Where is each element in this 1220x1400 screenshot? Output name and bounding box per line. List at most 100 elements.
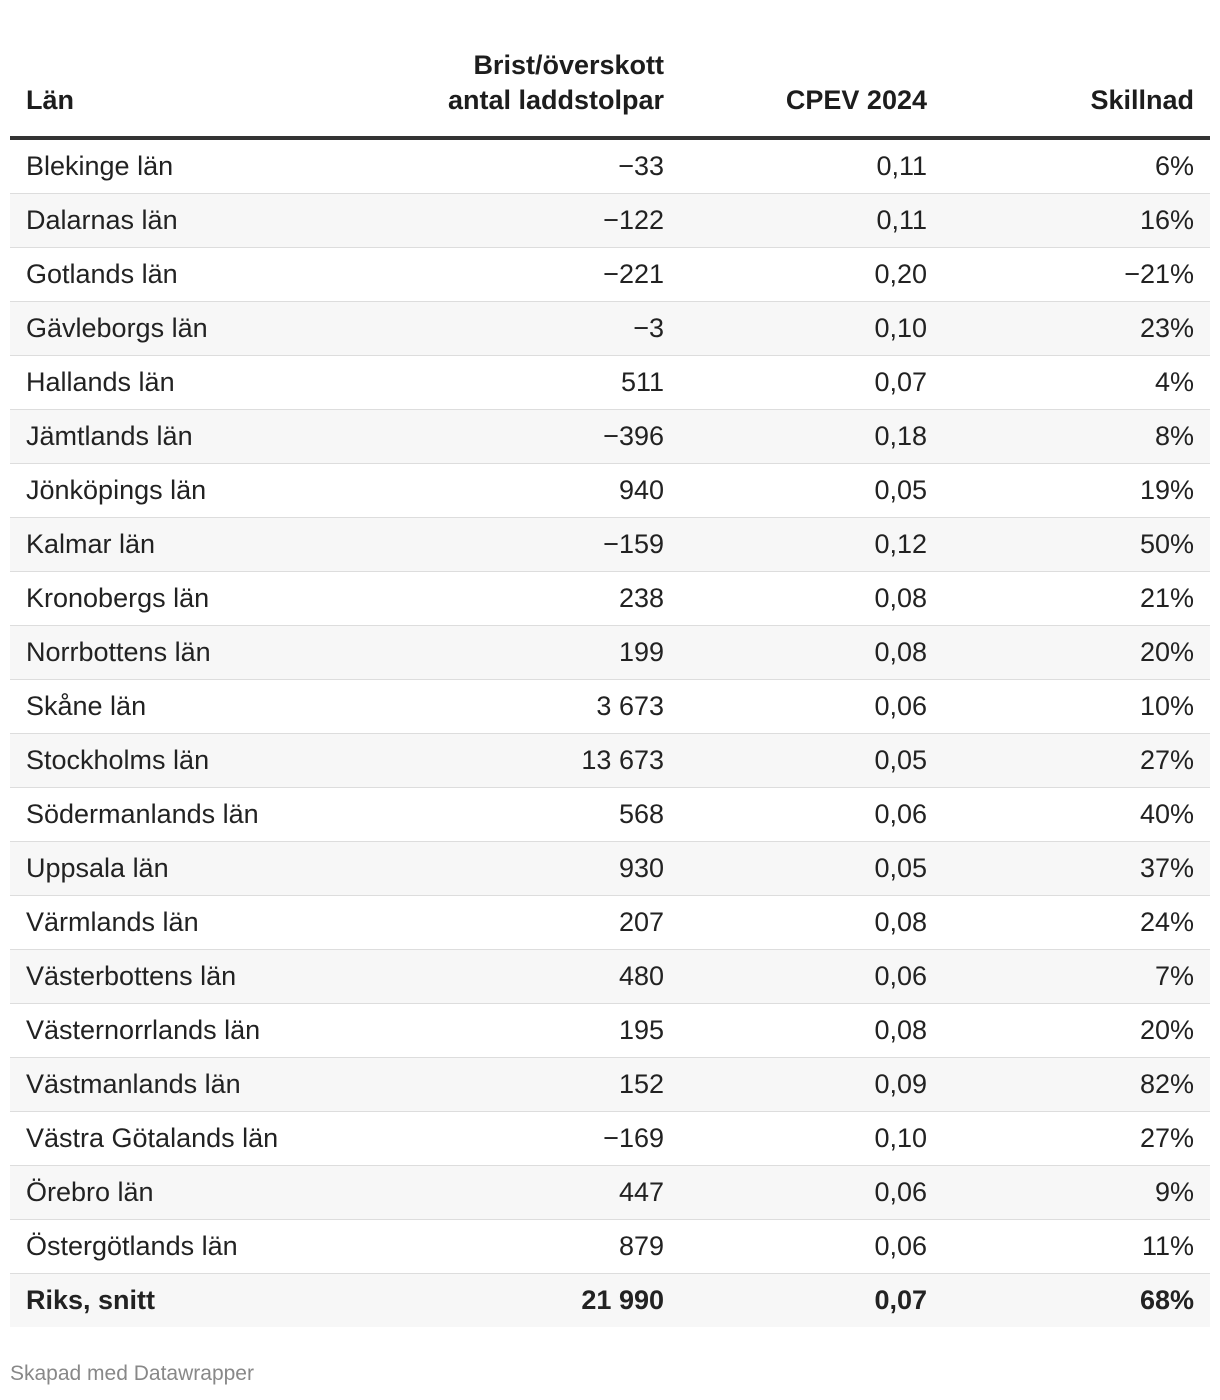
table-body: Blekinge län −33 0,11 6% Dalarnas län −122 0,1…: [10, 138, 1210, 1327]
cell-lan: Jämtlands län: [10, 409, 390, 464]
cell-cpev: 0,06: [680, 949, 943, 1004]
table-row: Östergötlands län 879 0,06 11%: [10, 1219, 1210, 1274]
cell-skillnad: 82%: [943, 1057, 1210, 1112]
cell-lan: Östergötlands län: [10, 1219, 390, 1274]
cell-cpev: 0,06: [680, 787, 943, 842]
cell-brist: 879: [390, 1219, 680, 1274]
cell-skillnad: 10%: [943, 679, 1210, 734]
cell-brist: −221: [390, 247, 680, 302]
cell-lan: Värmlands län: [10, 895, 390, 950]
column-header-brist-line: Brist/överskott: [473, 50, 664, 80]
cell-lan: Västerbottens län: [10, 949, 390, 1004]
cell-cpev: 0,10: [680, 1111, 943, 1166]
table-row: Västra Götalands län −169 0,10 27%: [10, 1111, 1210, 1166]
cell-skillnad: 19%: [943, 463, 1210, 518]
cell-brist: 3 673: [390, 679, 680, 734]
column-header-skillnad-line: Skillnad: [1090, 85, 1194, 115]
cell-cpev: 0,08: [680, 625, 943, 680]
cell-skillnad: 20%: [943, 1003, 1210, 1058]
cell-lan: Dalarnas län: [10, 193, 390, 248]
table-row: Västernorrlands län 195 0,08 20%: [10, 1003, 1210, 1058]
cell-skillnad: 50%: [943, 517, 1210, 572]
cell-cpev: 0,10: [680, 301, 943, 356]
table-row: Uppsala län 930 0,05 37%: [10, 841, 1210, 896]
cell-brist: 195: [390, 1003, 680, 1058]
cell-lan: Kronobergs län: [10, 571, 390, 626]
cell-skillnad: 20%: [943, 625, 1210, 680]
table-header: Län Brist/överskott antal laddstolpar CPEV …: [10, 40, 1210, 140]
cell-brist: 568: [390, 787, 680, 842]
cell-cpev: 0,09: [680, 1057, 943, 1112]
column-header-lan: Län: [10, 40, 390, 140]
cell-cpev: 0,11: [680, 193, 943, 248]
total-row: Riks, snitt 21 990 0,07 68%: [10, 1273, 1210, 1327]
table-row: Norrbottens län 199 0,08 20%: [10, 625, 1210, 680]
cell-lan: Blekinge län: [10, 138, 390, 194]
cell-brist: 238: [390, 571, 680, 626]
cell-skillnad: 27%: [943, 733, 1210, 788]
cell-brist: 930: [390, 841, 680, 896]
cell-lan: Stockholms län: [10, 733, 390, 788]
cell-cpev: 0,06: [680, 1165, 943, 1220]
cell-lan: Norrbottens län: [10, 625, 390, 680]
cell-lan: Jönköpings län: [10, 463, 390, 518]
cell-brist: 13 673: [390, 733, 680, 788]
cell-cpev: 0,18: [680, 409, 943, 464]
cell-lan: Västra Götalands län: [10, 1111, 390, 1166]
cell-skillnad: 68%: [943, 1273, 1210, 1327]
cell-cpev: 0,07: [680, 355, 943, 410]
table-row: Gotlands län −221 0,20 −21%: [10, 247, 1210, 302]
cell-cpev: 0,05: [680, 463, 943, 518]
cell-brist: −33: [390, 138, 680, 194]
column-header-cpev-line: CPEV 2024: [785, 85, 927, 115]
cell-lan: Västernorrlands län: [10, 1003, 390, 1058]
cell-lan: Gotlands län: [10, 247, 390, 302]
cell-cpev: 0,11: [680, 138, 943, 194]
cell-cpev: 0,05: [680, 733, 943, 788]
cell-brist: 940: [390, 463, 680, 518]
footer-credit: Skapad med Datawrapper: [10, 1362, 254, 1385]
cell-cpev: 0,06: [680, 679, 943, 734]
column-header-brist: Brist/överskott antal laddstolpar: [390, 40, 680, 140]
cell-cpev: 0,08: [680, 571, 943, 626]
table-row: Jämtlands län −396 0,18 8%: [10, 409, 1210, 464]
cell-skillnad: 37%: [943, 841, 1210, 896]
cell-skillnad: 16%: [943, 193, 1210, 248]
cell-skillnad: 40%: [943, 787, 1210, 842]
cell-lan: Västmanlands län: [10, 1057, 390, 1112]
table-row: Blekinge län −33 0,11 6%: [10, 138, 1210, 194]
column-header-skillnad: Skillnad: [943, 40, 1210, 140]
cell-lan: Kalmar län: [10, 517, 390, 572]
column-header-lan-line: Län: [26, 85, 75, 115]
cell-brist: 207: [390, 895, 680, 950]
data-table-container: Län Brist/överskott antal laddstolpar CPEV …: [10, 40, 1210, 1327]
cell-brist: 21 990: [390, 1273, 680, 1327]
cell-skillnad: 27%: [943, 1111, 1210, 1166]
table-row: Örebro län 447 0,06 9%: [10, 1165, 1210, 1220]
cell-skillnad: 23%: [943, 301, 1210, 356]
table-row: Gävleborgs län −3 0,10 23%: [10, 301, 1210, 356]
header-row: Län Brist/överskott antal laddstolpar CPEV …: [10, 40, 1210, 140]
cell-brist: 199: [390, 625, 680, 680]
cell-lan: Södermanlands län: [10, 787, 390, 842]
table-row: Skåne län 3 673 0,06 10%: [10, 679, 1210, 734]
cell-lan: Uppsala län: [10, 841, 390, 896]
cell-lan: Skåne län: [10, 679, 390, 734]
cell-cpev: 0,08: [680, 1003, 943, 1058]
cell-brist: −159: [390, 517, 680, 572]
column-header-cpev: CPEV 2024: [680, 40, 943, 140]
cell-skillnad: 21%: [943, 571, 1210, 626]
cell-skillnad: 9%: [943, 1165, 1210, 1220]
data-table: Län Brist/överskott antal laddstolpar CPEV …: [10, 40, 1210, 1327]
cell-brist: 447: [390, 1165, 680, 1220]
cell-cpev: 0,06: [680, 1219, 943, 1274]
cell-brist: −396: [390, 409, 680, 464]
cell-lan: Hallands län: [10, 355, 390, 410]
cell-skillnad: 8%: [943, 409, 1210, 464]
cell-brist: −169: [390, 1111, 680, 1166]
cell-cpev: 0,05: [680, 841, 943, 896]
column-header-brist-line: antal laddstolpar: [447, 85, 664, 115]
cell-lan: Riks, snitt: [10, 1273, 390, 1327]
table-row: Dalarnas län −122 0,11 16%: [10, 193, 1210, 248]
table-row: Värmlands län 207 0,08 24%: [10, 895, 1210, 950]
